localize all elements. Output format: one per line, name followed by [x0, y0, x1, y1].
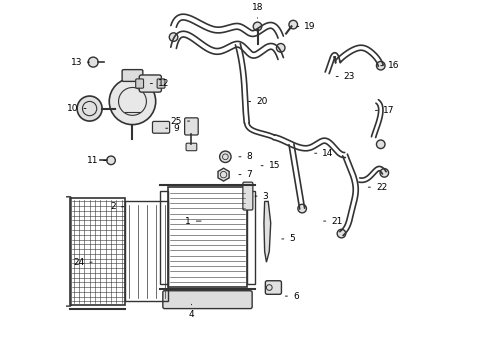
FancyBboxPatch shape: [243, 182, 253, 210]
Polygon shape: [218, 168, 229, 181]
Text: 16: 16: [381, 61, 400, 70]
Circle shape: [107, 156, 115, 165]
Polygon shape: [264, 202, 270, 262]
FancyBboxPatch shape: [152, 121, 170, 133]
FancyBboxPatch shape: [163, 291, 252, 309]
FancyBboxPatch shape: [186, 143, 197, 151]
Circle shape: [220, 151, 231, 162]
Text: 15: 15: [261, 161, 280, 170]
Text: 14: 14: [315, 149, 334, 158]
FancyBboxPatch shape: [122, 69, 143, 81]
Text: 18: 18: [252, 3, 263, 18]
Bar: [247, 191, 255, 284]
Text: 6: 6: [285, 292, 299, 301]
Text: 21: 21: [323, 217, 343, 226]
Text: 4: 4: [189, 304, 194, 319]
Text: 7: 7: [239, 170, 252, 179]
Bar: [168, 187, 247, 287]
Circle shape: [298, 204, 306, 213]
Circle shape: [289, 20, 297, 29]
Text: 5: 5: [282, 234, 295, 243]
Circle shape: [77, 96, 102, 121]
Circle shape: [109, 78, 156, 125]
Circle shape: [88, 57, 98, 67]
Circle shape: [376, 140, 385, 149]
Text: 9: 9: [166, 124, 179, 133]
Circle shape: [253, 22, 262, 31]
Bar: [160, 191, 168, 284]
Circle shape: [380, 168, 389, 177]
Text: 12: 12: [150, 79, 170, 88]
Text: 20: 20: [248, 97, 268, 106]
FancyBboxPatch shape: [185, 118, 198, 135]
Text: 13: 13: [71, 58, 90, 67]
FancyBboxPatch shape: [157, 79, 165, 88]
Circle shape: [169, 33, 178, 41]
Text: 19: 19: [297, 22, 316, 31]
Text: 11: 11: [87, 156, 106, 165]
Text: 8: 8: [239, 152, 252, 161]
Bar: [70, 198, 125, 305]
Text: 23: 23: [336, 72, 355, 81]
FancyBboxPatch shape: [139, 75, 161, 92]
FancyBboxPatch shape: [136, 79, 144, 88]
Text: 3: 3: [255, 192, 269, 201]
Text: 17: 17: [375, 106, 394, 115]
Text: 22: 22: [368, 183, 387, 192]
Text: 24: 24: [73, 258, 92, 267]
Circle shape: [376, 62, 385, 70]
Text: 10: 10: [67, 104, 86, 113]
Circle shape: [337, 229, 346, 238]
Text: 2: 2: [110, 202, 123, 211]
Circle shape: [276, 44, 285, 52]
Text: 25: 25: [171, 117, 190, 126]
Bar: [125, 202, 168, 301]
Text: 1: 1: [185, 217, 201, 226]
FancyBboxPatch shape: [266, 281, 281, 294]
